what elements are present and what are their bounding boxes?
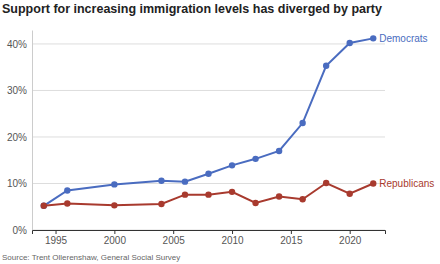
x-tick-label: 2020 (339, 235, 362, 246)
series-marker (276, 193, 282, 199)
x-axis: 1995 2000 2005 2010 2015 2020 (33, 230, 386, 246)
series-marker (347, 191, 353, 197)
series-marker (299, 196, 305, 202)
series-marker (229, 189, 235, 195)
y-tick-label: 10% (7, 178, 27, 189)
x-tick-label: 2005 (163, 235, 186, 246)
series-label: Democrats (379, 33, 427, 44)
x-tick: 1995 (45, 230, 68, 246)
series-marker (41, 203, 47, 209)
series-marker (252, 200, 258, 206)
y-axis-line (32, 31, 33, 231)
series-marker (323, 63, 329, 69)
x-tick: 2000 (104, 230, 127, 246)
chart: Support for increasing immigration level… (0, 0, 440, 264)
series-marker (370, 35, 376, 41)
series-marker (299, 120, 305, 126)
series-marker (41, 203, 47, 209)
series-marker (205, 191, 211, 197)
series-label: Republicans (379, 178, 434, 189)
y-tick: 30% (7, 85, 32, 96)
grid-line (32, 183, 385, 184)
series-marker (276, 148, 282, 154)
y-axis: 0% 10% 20% 30% 40% (7, 31, 33, 236)
series-marker (323, 180, 329, 186)
series-marker (182, 191, 188, 197)
series-marker (347, 40, 353, 46)
y-tick: 10% (7, 178, 32, 189)
series-line (44, 38, 373, 205)
x-tick: 2020 (339, 230, 362, 246)
x-tick-mark (114, 230, 115, 234)
x-tick-label: 2010 (221, 235, 244, 246)
x-axis-line (33, 231, 386, 235)
series-labels: Democrats Republicans (379, 33, 434, 189)
y-tick: 0% (13, 225, 32, 236)
y-tick-label: 40% (7, 39, 27, 50)
x-tick-label: 2000 (104, 235, 127, 246)
x-tick-mark (56, 230, 57, 234)
y-tick: 40% (7, 39, 32, 50)
source: Source: Trent Ollerenshaw, General Socia… (2, 253, 180, 262)
series-marker (370, 180, 376, 186)
series-marker (229, 162, 235, 168)
y-tick-label: 0% (13, 225, 28, 236)
title: Support for increasing immigration level… (2, 2, 382, 16)
x-tick-label: 1995 (45, 235, 68, 246)
grid (32, 44, 385, 230)
series-marker (111, 202, 117, 208)
series-marker (252, 156, 258, 162)
series-marker (64, 187, 70, 193)
x-tick: 2010 (221, 230, 244, 246)
plot-area (41, 35, 377, 209)
y-tick-label: 20% (7, 132, 27, 143)
y-tick-label: 30% (7, 85, 27, 96)
x-tick-label: 2015 (280, 235, 303, 246)
series-marker (158, 201, 164, 207)
y-tick: 20% (7, 132, 32, 143)
x-tick-mark (350, 230, 351, 234)
series-marker (158, 177, 164, 183)
x-tick-mark (291, 230, 292, 234)
grid-line (32, 136, 385, 137)
series-line (44, 183, 373, 206)
x-tick-mark (232, 230, 233, 234)
x-tick: 2005 (163, 230, 186, 246)
x-tick: 2015 (280, 230, 303, 246)
series-marker (182, 178, 188, 184)
series-marker (111, 181, 117, 187)
series-marker (205, 171, 211, 177)
x-tick-mark (173, 230, 174, 234)
series-marker (64, 200, 70, 206)
grid-line (32, 43, 385, 44)
grid-line (32, 90, 385, 91)
